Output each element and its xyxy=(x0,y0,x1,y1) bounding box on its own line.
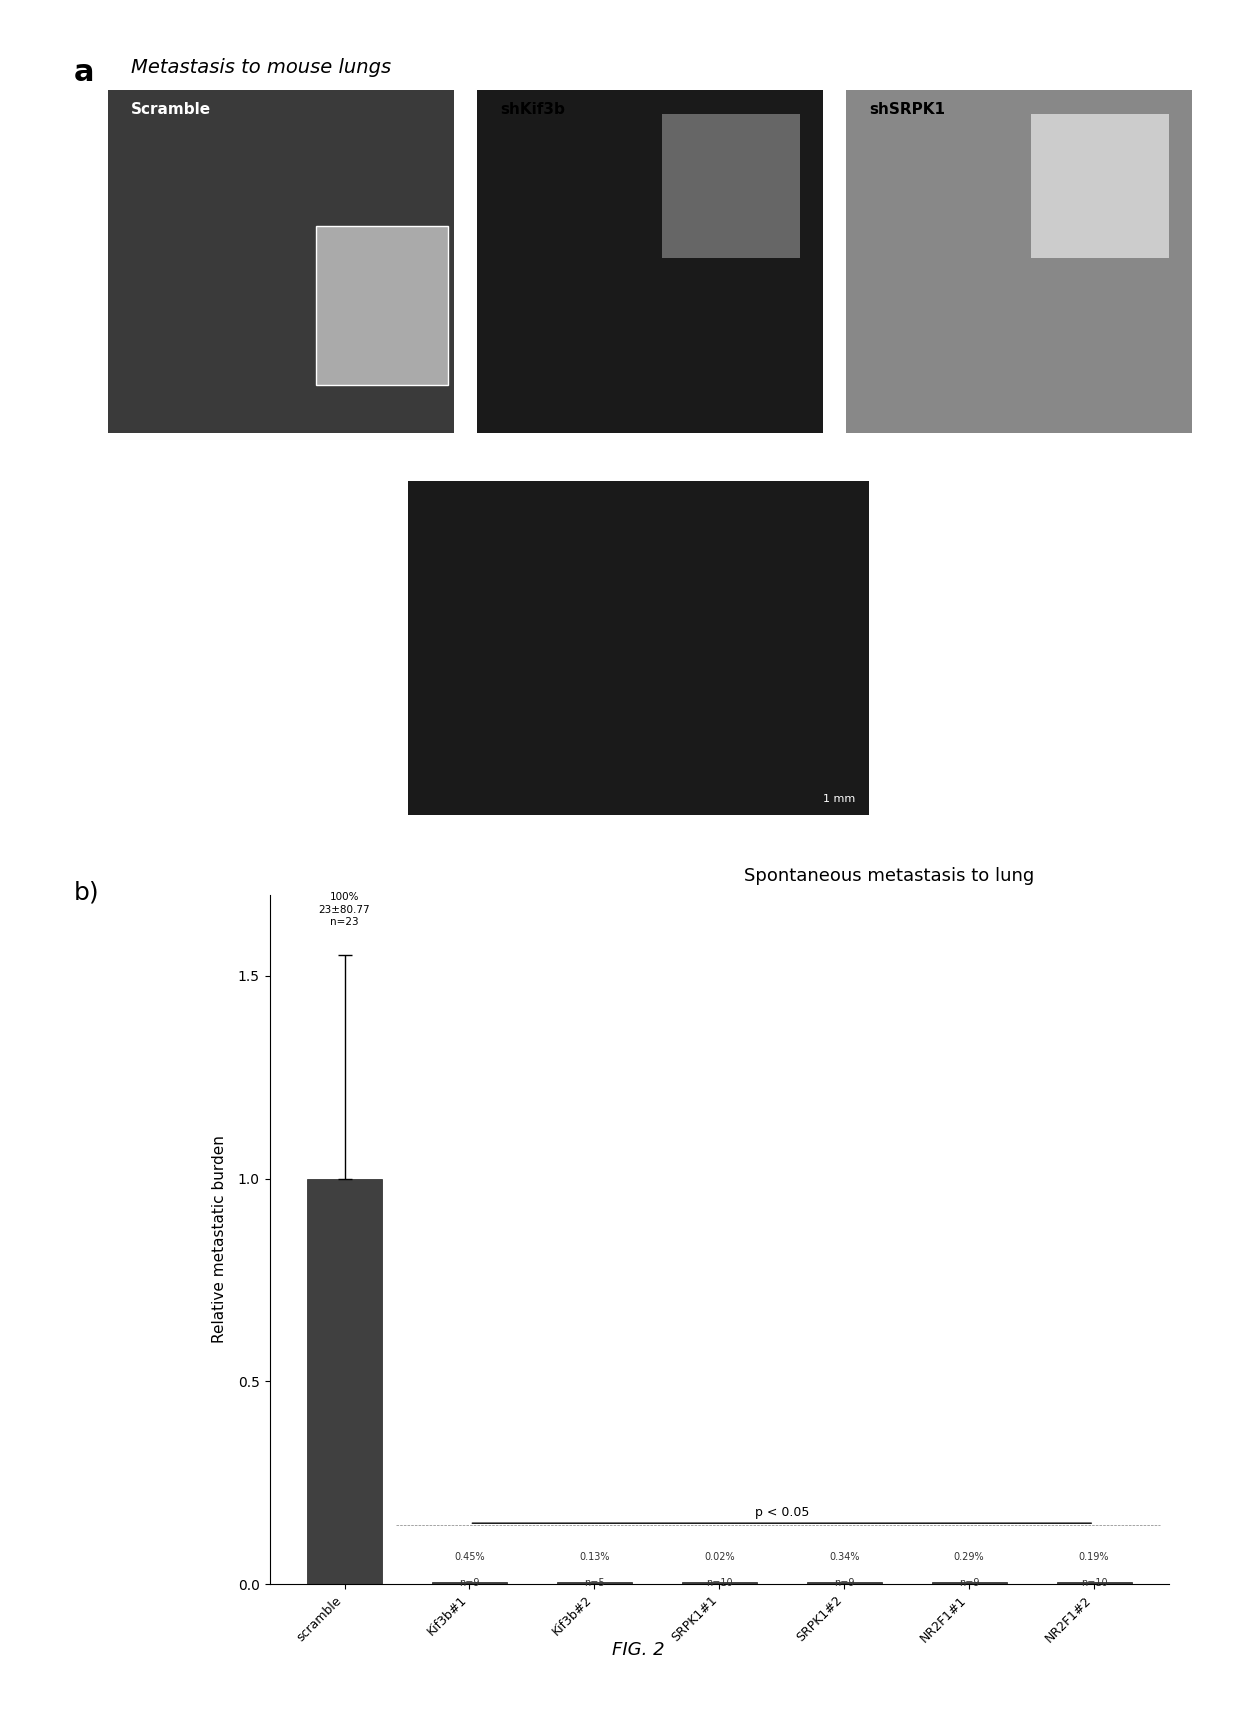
Text: 1 mm: 1 mm xyxy=(823,793,856,803)
Text: b): b) xyxy=(73,880,99,904)
FancyBboxPatch shape xyxy=(846,91,1192,432)
FancyBboxPatch shape xyxy=(316,225,449,384)
Text: Scramble: Scramble xyxy=(131,101,211,117)
FancyBboxPatch shape xyxy=(1030,113,1169,257)
FancyBboxPatch shape xyxy=(477,91,823,432)
Text: a: a xyxy=(73,58,94,88)
FancyBboxPatch shape xyxy=(662,113,800,257)
Text: FIG. 2: FIG. 2 xyxy=(613,1640,665,1659)
FancyBboxPatch shape xyxy=(108,91,454,432)
Text: shSRPK1: shSRPK1 xyxy=(869,101,945,117)
FancyBboxPatch shape xyxy=(408,480,869,815)
Text: Metastasis to mouse lungs: Metastasis to mouse lungs xyxy=(131,58,392,77)
Text: shKif3b: shKif3b xyxy=(500,101,565,117)
